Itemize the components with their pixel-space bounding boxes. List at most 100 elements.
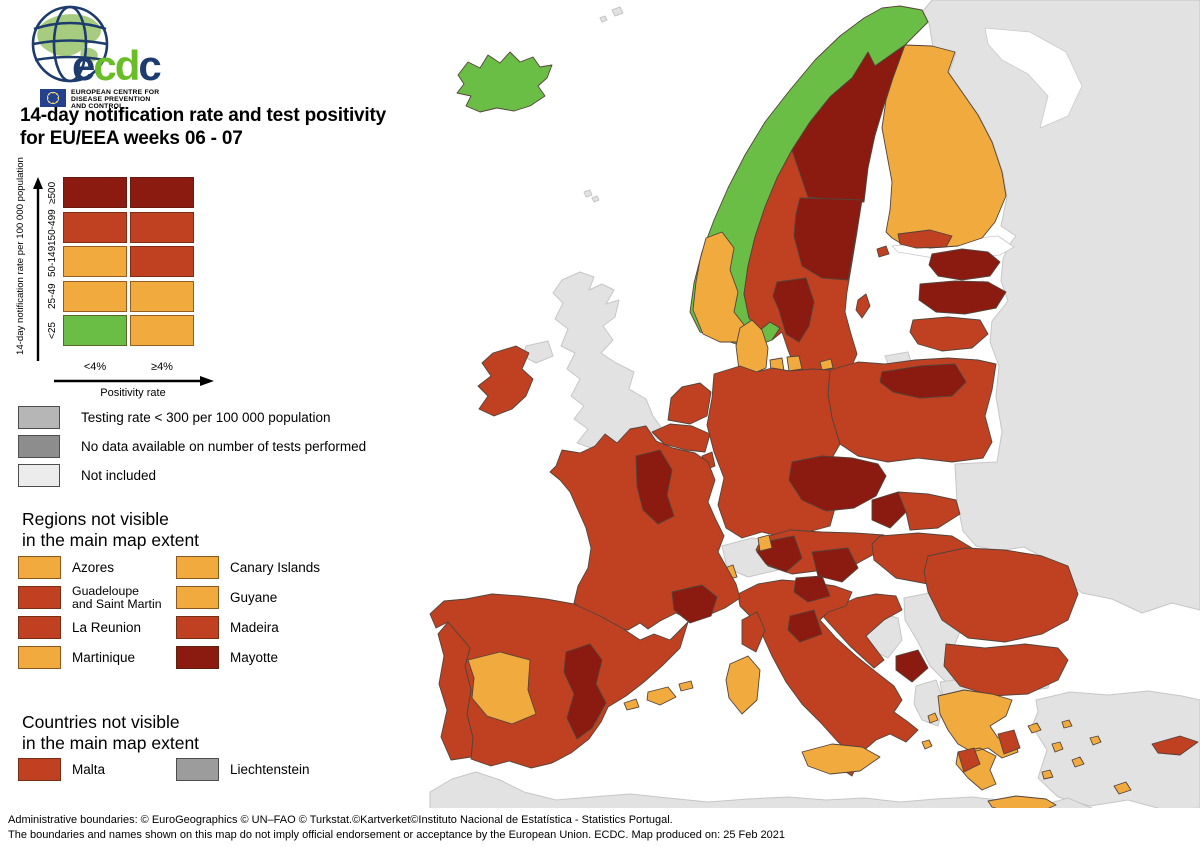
matrix-cell-r3-c0 xyxy=(63,280,127,312)
title-line-1: 14-day notification rate and test positi… xyxy=(20,105,386,126)
map-region-spain-valencia xyxy=(563,643,607,740)
region-swatch-3 xyxy=(176,586,219,609)
gray-legend-row-1: No data available on number of tests per… xyxy=(18,435,366,458)
country-swatch-0 xyxy=(18,758,61,781)
countries-heading-line-1: Countries not visible xyxy=(22,712,180,732)
gray-legend-swatch-2 xyxy=(18,464,60,487)
map-region-aegean-islands xyxy=(1027,719,1132,795)
matrix-cell-r4-c0 xyxy=(63,315,127,346)
region-item-martinique: Martinique xyxy=(18,646,176,669)
org-line-3: AND CONTROL xyxy=(71,103,124,111)
region-item-guyane: Guyane xyxy=(176,586,366,609)
map-region-gotland xyxy=(855,293,871,319)
region-label-7: Mayotte xyxy=(230,649,279,665)
map-region-greece-peloponnese-west xyxy=(957,747,981,773)
map-region-romania xyxy=(923,547,1079,643)
eu-flag-icon xyxy=(40,89,66,107)
map-region-estonia xyxy=(928,248,1001,281)
matrix-y-axis-label: 14-day notification rate per 100 000 pop… xyxy=(15,157,26,355)
region-label-1: Canary Islands xyxy=(230,559,321,575)
map-region-albania xyxy=(913,679,945,727)
map-region-greece-attica xyxy=(997,729,1021,755)
matrix-cell-r1-c0 xyxy=(63,211,127,243)
matrix-row-label-0: ≥500 xyxy=(47,181,58,204)
country-label-0: Malta xyxy=(72,761,106,777)
region-label-2: Guadeloupe and Saint Martin xyxy=(72,583,162,611)
footer-disclaimer-line: The boundaries and names shown on this m… xyxy=(8,828,785,841)
map-region-sweden-southwest xyxy=(772,277,815,343)
org-line-2: DISEASE PREVENTION xyxy=(71,96,151,104)
map-sea-white-sea xyxy=(984,27,1083,129)
gray-legend: Testing rate < 300 per 100 000 populatio… xyxy=(18,406,366,493)
region-item-madeira: Madeira xyxy=(176,616,366,639)
map-region-spain-extremadura xyxy=(467,651,537,725)
rate-positivity-matrix-legend: 14-day notification rate per 100 000 pop… xyxy=(15,157,233,408)
region-label-3: Guyane xyxy=(230,589,278,605)
region-swatch-1 xyxy=(176,556,219,579)
map-region-latvia xyxy=(918,280,1007,315)
ecdc-logo: ecdc xyxy=(31,5,163,89)
region-item-guadeloupe: Guadeloupe and Saint Martin xyxy=(18,583,176,611)
map-region-czechia xyxy=(788,455,887,512)
matrix-cell-r3-c1 xyxy=(130,280,194,312)
ecdc-wordmark: ecdc xyxy=(72,42,161,88)
map-region-cyprus xyxy=(1151,735,1199,756)
map-region-united-kingdom xyxy=(552,271,664,450)
region-label-0: Azores xyxy=(72,559,115,575)
region-label-4: La Reunion xyxy=(72,619,142,635)
ecdc-logo-block: ecdc EUROPEAN CENTRE FOR DISEASE PREVENT… xyxy=(22,4,282,111)
gray-legend-label-1: No data available on number of tests per… xyxy=(81,439,367,454)
map-region-aland xyxy=(876,245,890,258)
gray-legend-swatch-0 xyxy=(18,406,60,429)
matrix-row-label-4: <25 xyxy=(47,322,58,339)
country-label-1: Liechtenstein xyxy=(230,761,310,777)
matrix-x-axis-arrow-icon xyxy=(54,376,214,386)
ecdc-org-row: EUROPEAN CENTRE FOR DISEASE PREVENTION A… xyxy=(40,89,282,111)
matrix-row-label-1: 150-499 xyxy=(47,208,58,246)
region-swatch-7 xyxy=(176,646,219,669)
map-region-germany xyxy=(706,365,841,539)
gray-legend-swatch-1 xyxy=(18,435,60,458)
region-swatch-5 xyxy=(176,616,219,639)
region-swatch-0 xyxy=(18,556,61,579)
country-item-malta: Malta xyxy=(18,758,176,781)
matrix-y-axis-arrow-icon xyxy=(33,177,43,361)
map-region-sweden-north xyxy=(791,44,906,203)
region-item-mayotte: Mayotte xyxy=(176,646,366,669)
map-region-corsica xyxy=(741,611,766,653)
map-region-finland xyxy=(881,44,1007,249)
matrix-cell-r1-c1 xyxy=(130,211,194,243)
map-region-sweden-central xyxy=(793,197,863,281)
map-region-svalbard xyxy=(599,6,624,23)
map-region-turkey xyxy=(1031,690,1200,811)
title-line-2: for EU/EEA weeks 06 - 07 xyxy=(20,128,243,149)
footer-attribution-line: Administrative boundaries: © EuroGeograp… xyxy=(8,814,673,826)
map-region-belgium xyxy=(651,423,711,453)
region-item-azores: Azores xyxy=(18,556,176,579)
matrix-cell-r4-c1 xyxy=(130,315,194,346)
map-region-italy-south-tyrol xyxy=(793,575,831,603)
map-region-bornholm xyxy=(819,358,834,371)
countries-legend-grid: Malta Liechtenstein xyxy=(18,758,366,781)
regions-legend-grid: Azores Canary Islands Guadeloupe and Saint … xyxy=(18,556,366,669)
region-swatch-6 xyxy=(18,646,61,669)
eu-flag-stars xyxy=(46,91,60,105)
region-item-canary-islands: Canary Islands xyxy=(176,556,366,579)
map-region-bulgaria xyxy=(943,643,1069,697)
region-label-6: Martinique xyxy=(72,649,136,665)
matrix-cell-r2-c0 xyxy=(63,246,127,277)
gray-legend-label-2: Not included xyxy=(81,468,157,483)
map-region-balearic-islands xyxy=(623,680,694,711)
map-region-faroe-islands xyxy=(583,189,600,203)
map-region-slovakia-east xyxy=(897,491,961,531)
map-region-sicily xyxy=(801,743,881,775)
map-region-portugal xyxy=(437,621,474,761)
map-region-france-provence xyxy=(671,584,718,624)
map-region-italy xyxy=(737,579,919,777)
region-item-la-reunion: La Reunion xyxy=(18,616,176,639)
map-region-france xyxy=(549,425,741,631)
matrix-cell-r0-c0 xyxy=(63,177,127,208)
map-region-slovakia-west xyxy=(871,491,907,529)
